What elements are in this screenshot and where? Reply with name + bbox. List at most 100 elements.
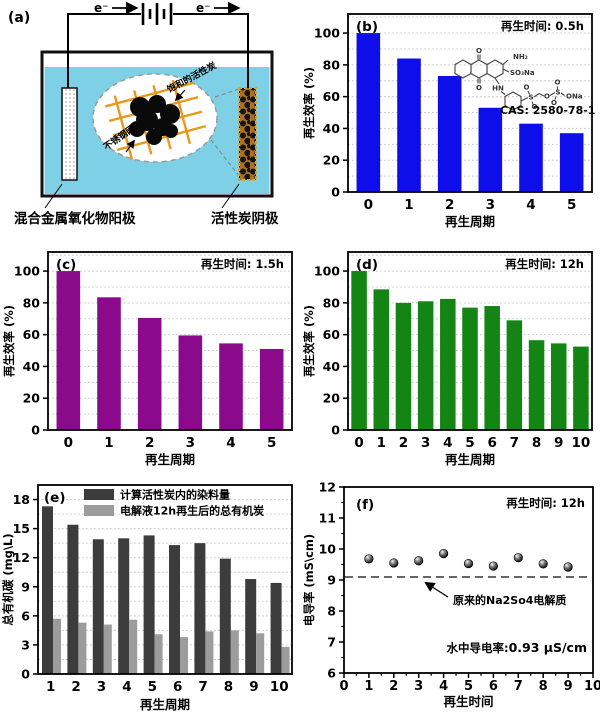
svg-text:2: 2	[389, 679, 398, 694]
y-tick-label: 9	[21, 579, 30, 594]
svg-text:1: 1	[364, 679, 373, 694]
data-point	[364, 554, 374, 564]
svg-text:1: 1	[104, 435, 113, 451]
y-tick-label: 60	[323, 89, 341, 104]
annotation: 再生时间: 12h	[505, 257, 584, 271]
x-axis-label: 再生周期	[445, 214, 495, 229]
bar	[437, 75, 462, 192]
bar	[118, 538, 130, 674]
y-tick-label: 11	[319, 511, 336, 526]
panel-e-chart: 1 2 3 4 5 6 7 8 9 10 计算活性炭内的染料量 电解液12h再生后的总有机炭 0 3 6 9 1…	[0, 475, 300, 716]
y-tick-label: 18	[13, 492, 30, 507]
panel-b-chart: 0 1 2 3 4 5 0 20 40 60 80 100 (b) 再生时间: 0.5h 再生周期 再生效率 …	[300, 0, 600, 237]
bar	[219, 558, 231, 674]
svg-text:4: 4	[439, 679, 448, 694]
legend-swatch	[84, 489, 114, 500]
chart-b-mount: 0 1 2 3 4 5 0 20 40 60 80 100 (b) 再生时间: 0.5h 再生周期 再生效率 …	[300, 0, 600, 237]
bar	[478, 107, 503, 192]
svg-text:4: 4	[122, 679, 131, 695]
data-point	[488, 561, 498, 571]
bar	[506, 320, 523, 430]
y-axis-label: 再生效率 (%)	[2, 305, 16, 377]
bar	[67, 524, 79, 674]
anode-leader-line	[44, 183, 63, 209]
y-tick-label: 0	[21, 667, 30, 682]
y-tick-label: 12	[319, 480, 336, 495]
y-tick-label: 100	[314, 264, 340, 279]
svg-text:1: 1	[46, 679, 55, 695]
y-tick-label: 60	[323, 327, 341, 342]
bar	[270, 582, 282, 674]
annotation: 再生时间: 1.5h	[201, 257, 284, 271]
bar	[259, 348, 284, 430]
svg-text:2: 2	[71, 679, 80, 695]
bar	[103, 624, 112, 674]
y-tick-label: 40	[323, 121, 341, 136]
y-tick-label: 100	[14, 264, 40, 279]
y-tick-label: 40	[23, 359, 41, 374]
svg-text:8: 8	[532, 435, 541, 451]
bar	[528, 340, 545, 430]
y-tick-label: 80	[323, 295, 341, 310]
data-point	[513, 553, 523, 563]
panel-letter: (f)	[356, 497, 374, 513]
svg-text:7: 7	[198, 679, 207, 695]
bar	[154, 634, 163, 674]
bar	[129, 619, 138, 674]
bar	[397, 58, 421, 192]
bar	[351, 271, 367, 430]
svg-text:2: 2	[399, 435, 408, 451]
gridlines	[348, 16, 592, 177]
bar	[143, 535, 155, 674]
bar	[219, 343, 243, 430]
data-point	[439, 549, 449, 559]
svg-text:3: 3	[186, 435, 195, 451]
cathode-label: 活性炭阴极	[211, 210, 279, 227]
bar	[256, 633, 265, 674]
svg-text:10: 10	[584, 679, 600, 694]
bar	[137, 317, 162, 430]
data-series	[56, 271, 284, 430]
panel-letter: (b)	[356, 19, 378, 35]
cathode-leader-line	[221, 183, 240, 209]
saturated-carbon-arrow	[174, 89, 186, 102]
plot-frame	[343, 486, 594, 674]
y-tick-label: 12	[13, 550, 30, 565]
data-point	[389, 558, 399, 568]
svg-text:6: 6	[173, 679, 182, 695]
data-series	[356, 33, 584, 193]
y-axis-label: 电导率 (mS\cm)	[302, 534, 316, 626]
y-tick-label: 3	[21, 637, 30, 652]
y-tick-label: 20	[323, 391, 341, 406]
y-tick-label: 10	[319, 542, 337, 557]
chart-b-svg: 0 1 2 3 4 5 0 20 40 60 80 100 (b) 再生时间: 0.5h 再生周期 再生效率 …	[302, 13, 593, 229]
chart-f-mount: 0 1 2 3 4 5 6 7 8 9 10 6 7 8 9 10 11 12 (f) 再生时间: 12h 再生时间 电导…	[300, 475, 600, 716]
bar	[42, 506, 53, 674]
annotation: 再生时间: 12h	[506, 496, 585, 510]
y-tick-label: 80	[23, 295, 41, 310]
x-axis-label: 再生周期	[145, 452, 195, 467]
panel-d-chart: 0 1 2 3 4 5 6 7 8 9 10 0 20 40 60 80 100 (d) 再生时间: 12h 再生周期…	[300, 238, 600, 475]
bar	[53, 618, 61, 674]
anode-label: 混合金属氧化物阳极	[14, 210, 136, 227]
y-tick-label: 0	[331, 423, 340, 438]
data-series	[351, 271, 589, 430]
y-axis-label: 总有机碳 (mg\L)	[1, 533, 15, 625]
bar	[356, 33, 381, 193]
battery-icon	[141, 3, 173, 25]
annotation: 再生时间: 0.5h	[501, 19, 584, 33]
data-series	[364, 549, 573, 572]
data-point	[563, 562, 573, 572]
svg-text:0: 0	[64, 435, 73, 451]
data-point	[414, 556, 424, 566]
svg-text:3: 3	[421, 435, 430, 451]
y-tick-label: 0	[331, 185, 340, 200]
electron-label-left: e⁻	[94, 1, 108, 15]
activated-carbon-chunks	[129, 95, 180, 145]
svg-text:3: 3	[97, 679, 106, 695]
y-tick-label: 100	[314, 26, 340, 41]
svg-text:10: 10	[572, 435, 591, 451]
svg-text:5: 5	[464, 679, 473, 694]
y-tick-label: 6	[327, 666, 336, 681]
